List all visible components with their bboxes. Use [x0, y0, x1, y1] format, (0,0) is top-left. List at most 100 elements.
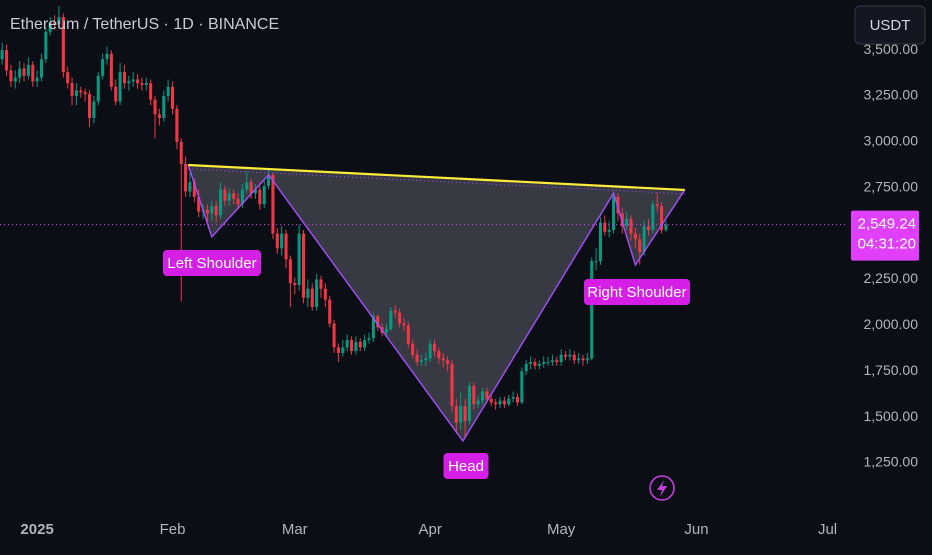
y-tick-label: 2,000.00 — [864, 316, 919, 332]
candle-body — [5, 50, 9, 71]
candle-body — [489, 398, 493, 403]
candle-body — [367, 338, 371, 341]
candle-body — [258, 189, 262, 205]
candle-body — [384, 329, 389, 333]
icon-ring[interactable] — [649, 475, 675, 501]
y-tick-label: 3,500.00 — [864, 41, 919, 57]
candle-body — [157, 114, 161, 119]
candle-body — [485, 391, 489, 399]
x-tick-label: 2025 — [20, 521, 53, 538]
candle-body — [162, 95, 166, 119]
candle-body — [249, 182, 253, 194]
candle-body — [625, 218, 629, 227]
candle-body — [577, 358, 581, 361]
candle-body — [411, 343, 415, 355]
candle-body — [122, 72, 126, 84]
candle-body — [35, 77, 39, 82]
candle-body — [502, 400, 506, 405]
lightning-icon[interactable] — [649, 475, 675, 501]
neckline — [188, 163, 685, 192]
candle-body — [467, 385, 471, 421]
candle-body — [9, 70, 13, 82]
candle-body — [581, 358, 585, 361]
candle-body — [572, 354, 576, 361]
candle-body — [149, 83, 153, 100]
candle-body — [598, 222, 602, 262]
candle-body — [476, 400, 480, 405]
candle-body — [66, 72, 70, 84]
candle-body — [57, 17, 61, 25]
candle-body — [188, 182, 192, 192]
candle-body — [297, 233, 301, 286]
candle-body — [358, 341, 362, 348]
candle-body — [655, 204, 659, 207]
candle-body — [105, 53, 109, 60]
icon-bolt[interactable] — [657, 480, 667, 497]
x-tick-label: May — [547, 521, 576, 538]
button-frame[interactable] — [854, 5, 926, 45]
candle-body — [280, 233, 284, 249]
candle-body — [546, 362, 550, 364]
candle-body — [585, 358, 589, 361]
candle-body — [227, 193, 231, 201]
candle-body — [568, 354, 572, 357]
candle-body — [44, 31, 48, 60]
candle-body — [240, 189, 244, 205]
candle-body — [533, 362, 537, 366]
candle-body — [48, 22, 52, 32]
candle-body — [114, 86, 118, 102]
candle-body — [603, 222, 607, 232]
chart-title: Ethereum / TetherUS · 1D · BINANCE — [10, 16, 279, 33]
candle-body — [262, 185, 266, 205]
candle-body — [13, 77, 17, 82]
pattern-label: Left Shoulder — [167, 255, 256, 272]
candle-body — [432, 343, 437, 352]
candle-body — [53, 22, 57, 25]
candle-body — [245, 182, 249, 190]
candle-body — [345, 340, 349, 348]
candle-body — [498, 400, 502, 405]
candle-body — [310, 288, 314, 308]
candle-body — [214, 206, 218, 216]
candle-body — [402, 323, 406, 326]
candle-body — [441, 358, 445, 361]
candle-body — [529, 362, 533, 364]
candle-body — [590, 261, 594, 359]
candle-body — [437, 351, 441, 359]
candle-body — [642, 226, 646, 252]
candle-body — [92, 101, 96, 119]
currency-button[interactable]: USDT — [854, 5, 926, 45]
candle-body — [22, 68, 26, 76]
candle-body — [350, 340, 354, 352]
candle-body — [232, 193, 236, 199]
candle-body — [87, 94, 92, 119]
x-tick-label: Jul — [818, 521, 837, 538]
candle-body — [74, 90, 78, 96]
candle-body — [550, 360, 554, 363]
y-tick-label: 1,250.00 — [864, 454, 919, 470]
candle-body — [419, 360, 423, 363]
candle-body — [101, 59, 105, 76]
button-label[interactable]: USDT — [870, 17, 911, 34]
y-tick-label: 3,250.00 — [864, 87, 919, 103]
candle-body — [144, 83, 148, 85]
pattern-label-box — [163, 250, 261, 276]
plot-area — [0, 6, 686, 443]
candle-body — [354, 341, 358, 352]
candle-body — [646, 226, 651, 230]
candle-body — [633, 233, 637, 240]
candle-body — [537, 363, 541, 366]
y-tick-label: 1,500.00 — [864, 408, 919, 424]
candle-body — [301, 233, 306, 298]
candle-body — [118, 72, 122, 102]
candle-body — [153, 99, 157, 115]
candle-body — [306, 288, 310, 298]
candle-body — [651, 204, 655, 230]
candle-body — [341, 347, 345, 353]
candle-body — [197, 196, 201, 212]
candle-body — [515, 396, 520, 403]
candle-body — [236, 198, 240, 205]
candle-body — [660, 206, 664, 230]
candle-body — [184, 163, 188, 192]
